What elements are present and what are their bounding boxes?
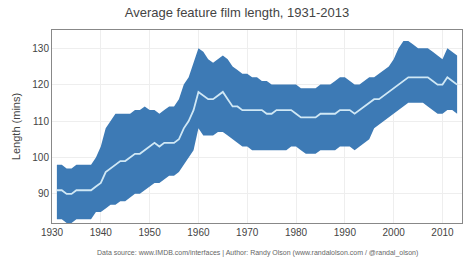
svg-text:1930: 1930: [41, 227, 64, 238]
svg-text:1970: 1970: [236, 227, 259, 238]
svg-text:130: 130: [32, 43, 49, 54]
svg-text:1980: 1980: [285, 227, 308, 238]
svg-text:Length (mins): Length (mins): [10, 93, 22, 160]
svg-text:1950: 1950: [138, 227, 161, 238]
svg-text:Average feature film length, 1: Average feature film length, 1931-2013: [125, 5, 350, 20]
svg-text:Data source: www.IMDB.com/inte: Data source: www.IMDB.com/interfaces | A…: [97, 249, 418, 257]
svg-text:2000: 2000: [383, 227, 406, 238]
svg-text:1940: 1940: [90, 227, 113, 238]
svg-text:2010: 2010: [431, 227, 454, 238]
svg-text:110: 110: [33, 116, 49, 127]
svg-text:1960: 1960: [187, 227, 210, 238]
svg-text:100: 100: [32, 152, 49, 163]
svg-text:1990: 1990: [334, 227, 357, 238]
svg-text:120: 120: [32, 79, 49, 90]
svg-text:90: 90: [38, 188, 50, 199]
